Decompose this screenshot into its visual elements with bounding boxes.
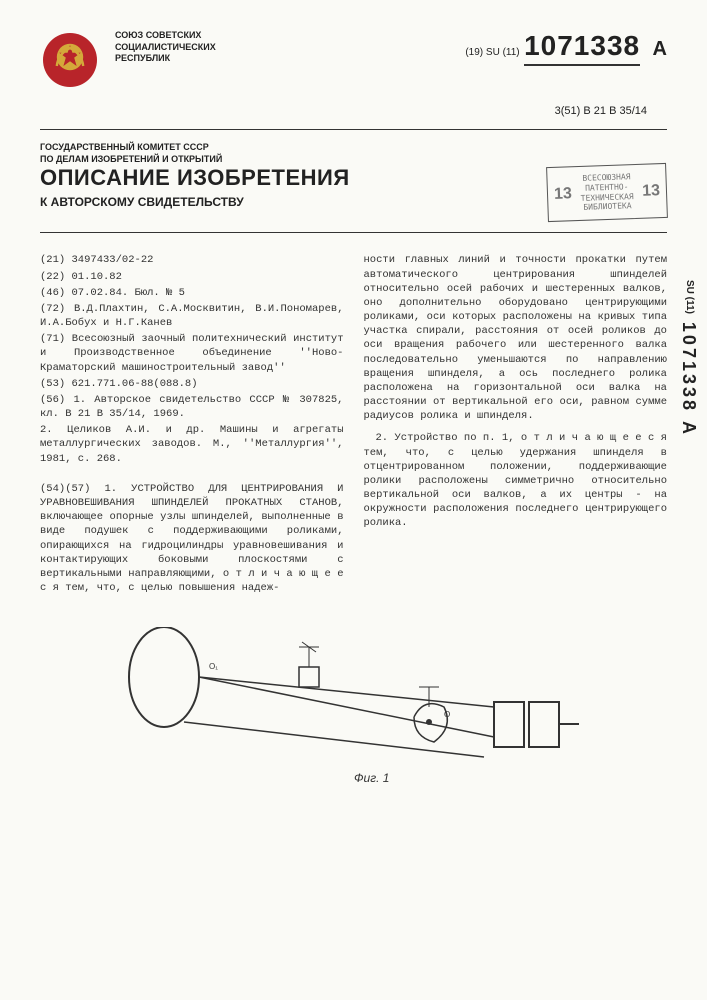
divider-top [40,129,667,130]
body-columns: (21) 3497433/02-22 (22) 01.10.82 (46) 07… [40,253,667,597]
svg-text:O: O [444,710,450,719]
classification-code: 3(51) B 21 B 35/14 [40,105,647,117]
library-stamp: 13 ВСЕСОЮЗНАЯ ПАТЕНТНО- ТЕХНИЧЕСКАЯ БИБЛ… [546,163,668,222]
field-21: (21) 3497433/02-22 [40,253,344,267]
title-row: ОПИСАНИЕ ИЗОБРЕТЕНИЯ К АВТОРСКОМУ СВИДЕТ… [40,165,667,220]
field-72: (72) В.Д.Плахтин, С.А.Москвитин, В.И.Пон… [40,302,344,330]
field-71: (71) Всесоюзный заочный политехнический … [40,332,344,375]
main-title: ОПИСАНИЕ ИЗОБРЕТЕНИЯ [40,165,527,191]
header-row: СОЮЗ СОВЕТСКИХ СОЦИАЛИСТИЧЕСКИХ РЕСПУБЛИ… [40,30,667,90]
field-46: (46) 07.02.84. Бюл. № 5 [40,286,344,300]
side-prefix: SU (11) [684,280,695,314]
union-line1: СОЮЗ СОВЕТСКИХ [115,30,450,42]
field-54: (54)(57) 1. УСТРОЙСТВО ДЛЯ ЦЕНТРИРОВАНИЯ… [40,482,344,595]
continuation-1: ности главных линий и точности прокатки … [364,253,668,423]
svg-text:Фиг. 1: Фиг. 1 [354,771,389,785]
stamp-center-text: ВСЕСОЮЗНАЯ ПАТЕНТНО- ТЕХНИЧЕСКАЯ БИБЛИОТ… [580,173,634,213]
mechanism-diagram-icon: Фиг. 1 O₁ O [114,627,594,787]
publication-number: (19) SU (11) 1071338 A [465,30,667,66]
side-publication-label: SU (11) 1071338 A [678,280,699,437]
union-line3: РЕСПУБЛИК [115,53,450,65]
side-number: 1071338 [679,322,699,413]
patent-page: СОЮЗ СОВЕТСКИХ СОЦИАЛИСТИЧЕСКИХ РЕСПУБЛИ… [0,0,707,1000]
subtitle: К АВТОРСКОМУ СВИДЕТЕЛЬСТВУ [40,195,527,209]
pub-main-number: 1071338 [524,30,640,66]
pub-suffix: A [653,38,667,60]
class-value: B 21 B 35/14 [583,105,647,117]
committee-text: ГОСУДАРСТВЕННЫЙ КОМИТЕТ СССР ПО ДЕЛАМ ИЗ… [40,142,667,165]
divider-bottom [40,232,667,233]
stamp-left-number: 13 [554,185,572,204]
pub-prefix: (19) SU (11) [465,47,519,58]
stamp-right-number: 13 [642,182,660,201]
field-56b: 2. Целиков А.И. и др. Машины и агрегаты … [40,423,344,466]
right-column: ности главных линий и точности прокатки … [364,253,668,597]
svg-text:O₁: O₁ [209,662,218,671]
class-prefix: 3(51) [555,105,581,117]
committee-line2: ПО ДЕЛАМ ИЗОБРЕТЕНИЙ И ОТКРЫТИЙ [40,154,667,166]
union-line2: СОЦИАЛИСТИЧЕСКИХ [115,42,450,54]
field-22: (22) 01.10.82 [40,270,344,284]
committee-line1: ГОСУДАРСТВЕННЫЙ КОМИТЕТ СССР [40,142,667,154]
left-column: (21) 3497433/02-22 (22) 01.10.82 (46) 07… [40,253,344,597]
figure-1: Фиг. 1 O₁ O [40,627,667,792]
side-suffix: A [679,421,699,437]
union-text: СОЮЗ СОВЕТСКИХ СОЦИАЛИСТИЧЕСКИХ РЕСПУБЛИ… [115,30,450,65]
field-56a: (56) 1. Авторское свидетельство СССР № 3… [40,393,344,421]
ussr-emblem-icon [40,30,100,90]
field-53: (53) 621.771.06-88(088.8) [40,377,344,391]
title-block: ОПИСАНИЕ ИЗОБРЕТЕНИЯ К АВТОРСКОМУ СВИДЕТ… [40,165,527,209]
continuation-2: 2. Устройство по п. 1, о т л и ч а ю щ е… [364,431,668,530]
